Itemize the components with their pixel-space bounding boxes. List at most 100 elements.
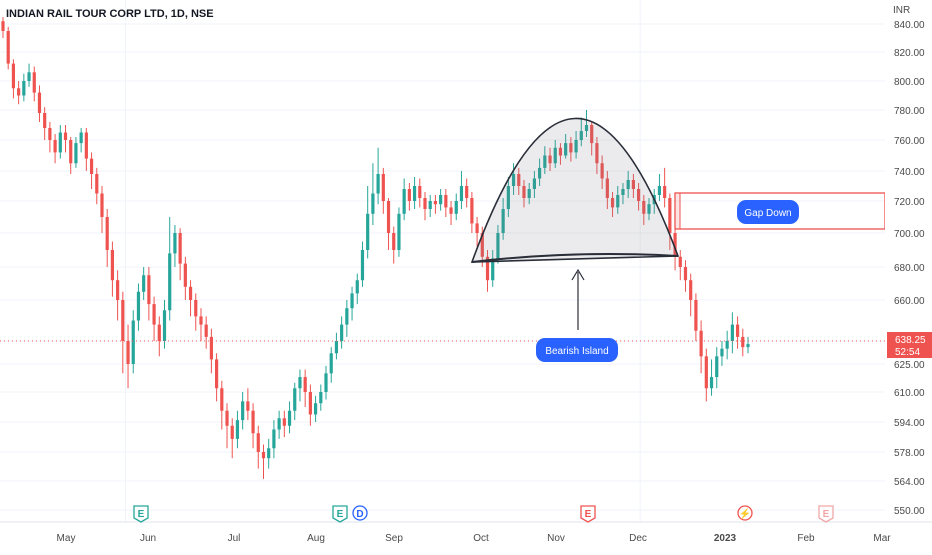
candle-body [407,189,411,201]
event-marker-label: E [585,509,592,520]
candle-body [485,256,490,281]
candle-body [100,193,104,217]
candle-body [699,330,703,357]
candle-body [11,63,16,89]
event-marker-label: ⚡ [739,507,751,520]
candle-body [392,233,396,250]
candle-body [215,359,219,389]
candle-body [444,195,448,208]
y-tick-label: 660.00 [894,296,925,307]
candle-body [48,128,52,140]
candle-body [79,132,83,144]
candle-body [37,92,42,113]
candle-body [116,280,120,300]
candle-body [152,304,156,325]
candle-body [340,324,344,341]
candle-body [735,324,740,337]
candle-body [683,267,688,281]
x-tick-label: 2023 [714,533,737,544]
candle-body [626,180,630,189]
candle-body [287,410,292,426]
candle-body [694,300,698,331]
bearish-island-label: Bearish Island [545,346,608,357]
candle-body [642,201,646,214]
x-tick-label: Nov [547,533,565,544]
candle-body [69,140,73,164]
candle-body [657,186,662,195]
candle-body [511,174,516,186]
event-marker-earnings-future [818,505,834,523]
candle-body [188,286,193,300]
candle-body [402,189,406,214]
candle-body [27,72,31,81]
candle-body [293,388,297,411]
event-marker-label: E [337,509,344,520]
candle-body [475,223,479,233]
price-tag-countdown: 52:54 [895,347,920,358]
y-tick-label: 564.00 [894,477,925,488]
candle-layer [1,17,750,479]
chart-title: INDIAN RAIL TOUR CORP LTD, 1D, NSE [6,8,214,20]
candle-body [459,186,464,201]
candle-body [553,147,557,164]
candle-body [631,180,635,189]
candle-body [1,21,5,31]
candle-body [272,429,276,449]
candle-body [543,155,547,168]
candle-body [673,233,677,257]
candle-body [517,174,521,186]
candle-body [480,233,484,257]
candle-body [136,291,141,321]
candle-body [308,392,312,415]
price-axis-bg [885,0,932,550]
candle-body [324,373,328,392]
price-tag-value: 638.25 [895,335,926,346]
candle-body [595,143,599,164]
candle-body [397,213,401,250]
candle-body [418,186,422,198]
candle-body [584,125,589,131]
currency-label: INR [893,5,910,16]
gap-down-label-bg [737,200,799,224]
candle-body [63,132,68,140]
candle-body [58,132,62,153]
candle-body [105,217,109,250]
candle-body [548,155,552,164]
candle-body [678,256,682,267]
bearish-island-arc [470,117,680,263]
x-tick-label: Jun [140,533,156,544]
candle-body [199,316,203,325]
y-tick-label: 550.00 [894,506,925,517]
candle-body [709,377,714,389]
event-marker-earnings [580,505,596,523]
x-tick-label: Aug [307,533,325,544]
candle-body [715,356,719,378]
candle-body [147,275,151,305]
candle-body [251,410,255,434]
candle-body [600,163,604,179]
y-tick-label: 700.00 [894,229,925,240]
candle-body [162,310,167,341]
candle-body [564,143,568,156]
candle-body [579,131,583,140]
gap-down-label: Gap Down [744,208,791,219]
candle-body [261,452,266,459]
candle-body [428,201,432,209]
y-tick-label: 625.00 [894,360,925,371]
candle-body [329,353,333,374]
candle-body [527,189,531,198]
candle-body [720,348,724,357]
candle-body [449,207,453,214]
x-tick-label: Jul [228,533,241,544]
candle-body [689,280,693,300]
candle-body [241,401,245,421]
candle-body [246,401,250,411]
candle-body [360,250,365,281]
y-tick-label: 740.00 [894,167,925,178]
candle-body [491,258,495,281]
candle-body [355,280,359,294]
candle-body [730,324,734,341]
candle-body [183,263,187,287]
candle-body [621,189,625,195]
